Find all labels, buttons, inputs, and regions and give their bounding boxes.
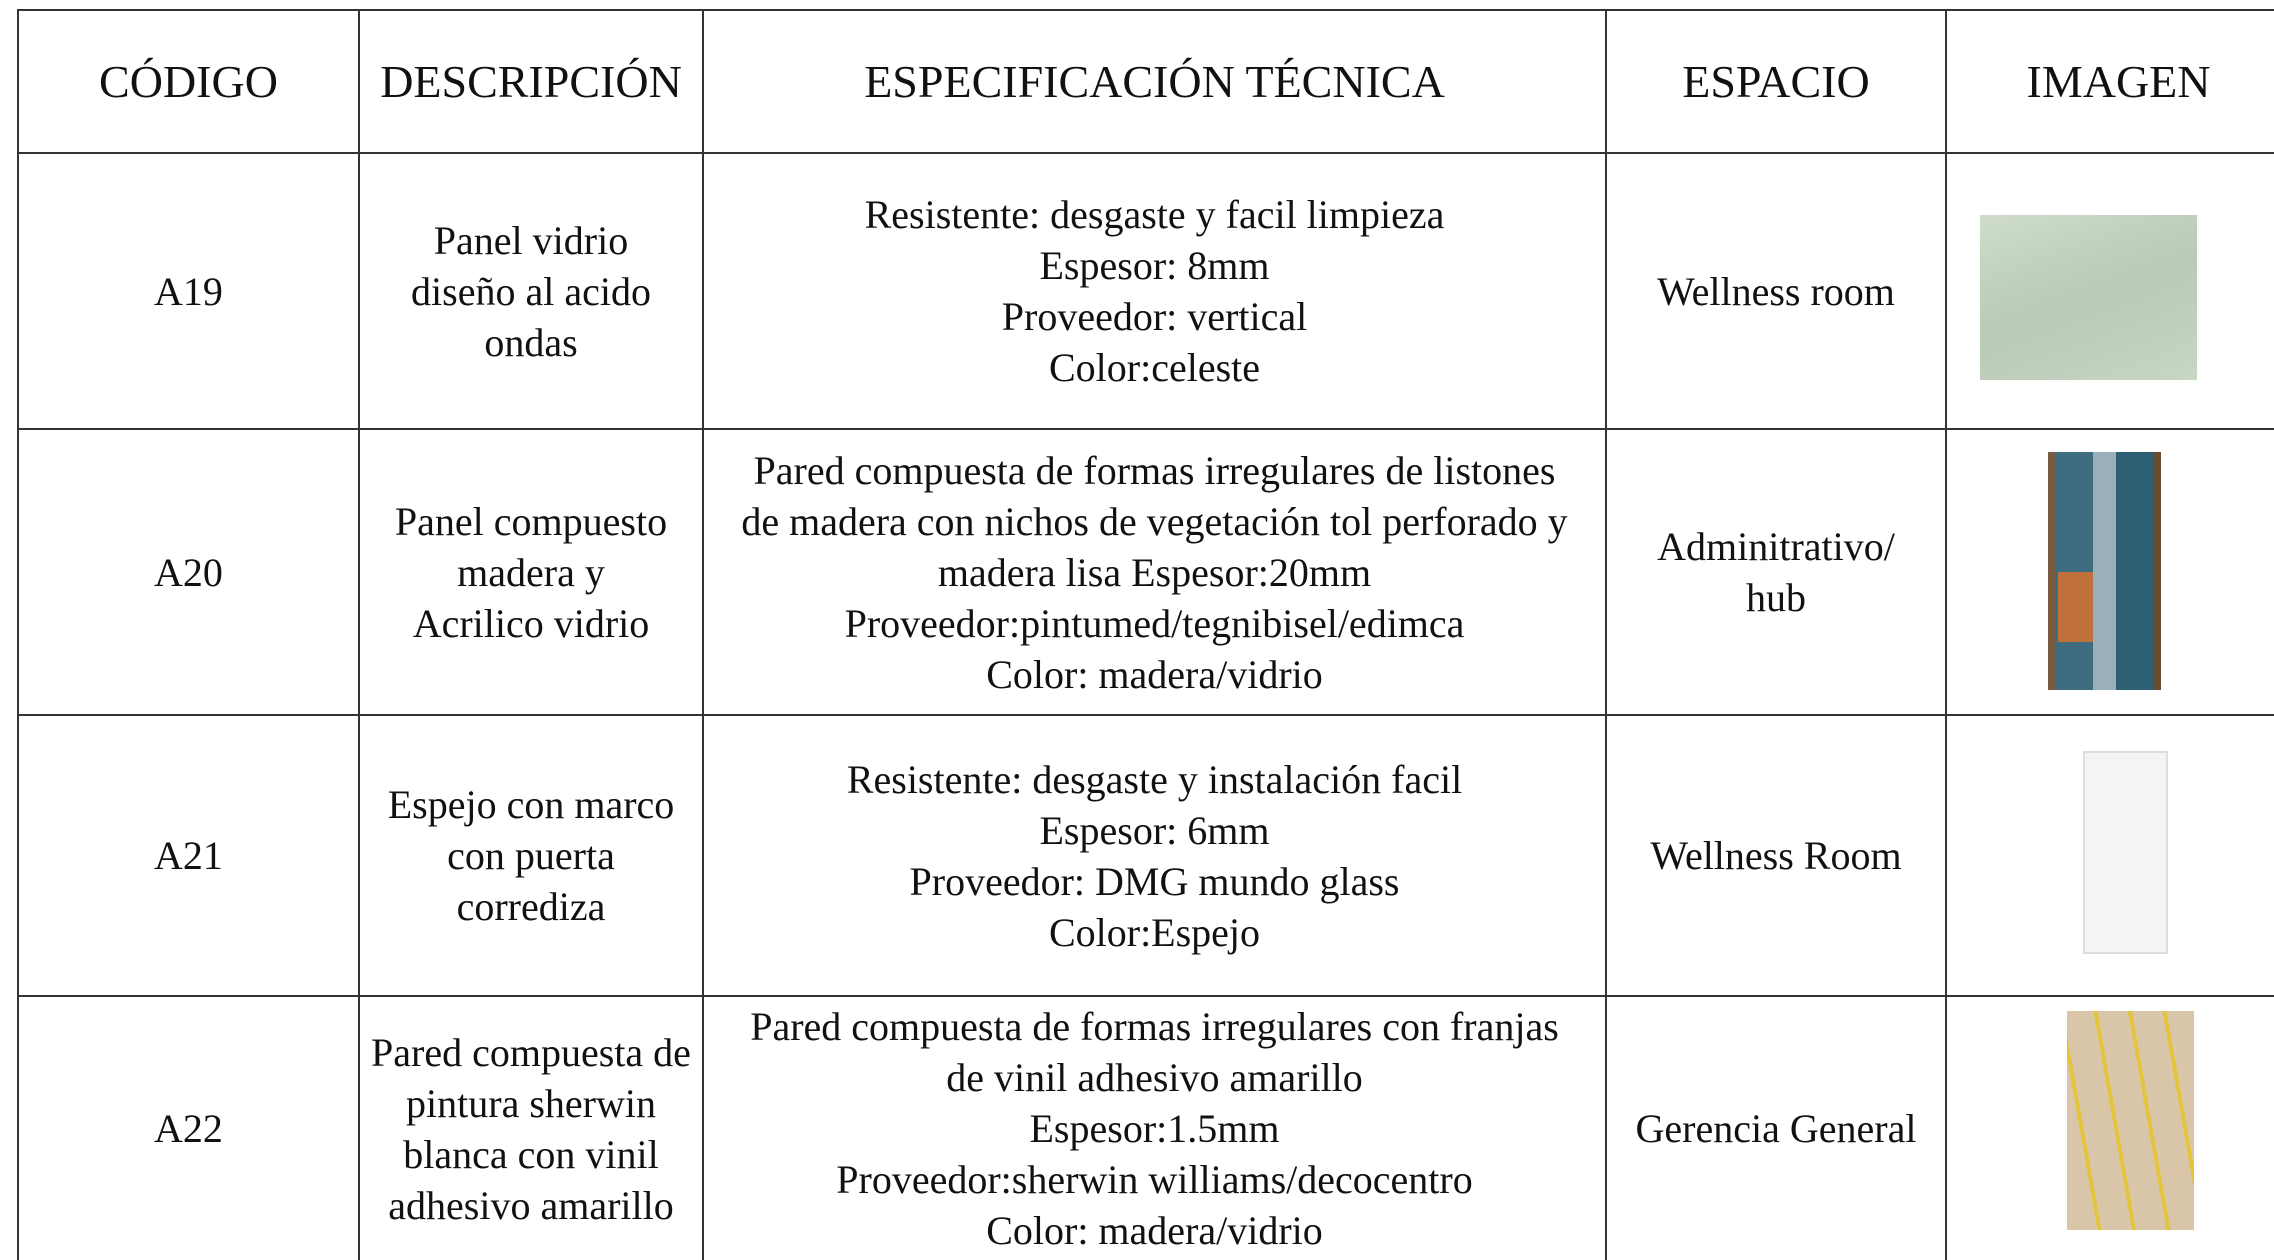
space-line: Wellness Room [1650, 833, 1902, 878]
description-line: Pared compuesta de [371, 1029, 691, 1075]
spec-line: Proveedor: vertical [1001, 294, 1308, 339]
spec-line: madera lisa Espesor:20mm [937, 549, 1372, 595]
description-line: madera y [457, 549, 605, 595]
description-line: corrediza [456, 884, 606, 929]
table-cell [1945, 428, 2274, 714]
column-header: DESCRIPCIÓN [380, 56, 682, 107]
description-line: pintura sherwin [406, 1080, 656, 1126]
table-cell: Wellness Room [1605, 714, 1945, 995]
glass-panel-image [1980, 215, 2197, 380]
space-line: hub [1746, 575, 1806, 620]
description-line: blanca con vinil [403, 1131, 659, 1177]
table-cell: Wellness room [1605, 152, 1945, 428]
space-line: Wellness room [1657, 268, 1895, 314]
description-line: con puerta [447, 833, 615, 878]
spec-line: Espesor:1.5mm [1029, 1106, 1280, 1151]
header-cell: CÓDIGO [17, 9, 358, 152]
spec-line: Color:Espejo [1048, 909, 1261, 955]
table-cell [1945, 714, 2274, 995]
header-cell: IMAGEN [1945, 9, 2274, 152]
spec-line: Resistente: desgaste y facil limpieza [864, 192, 1445, 237]
spec-line: Espesor: 6mm [1039, 807, 1270, 853]
spec-line: de madera con nichos de vegetación tol p… [741, 498, 1568, 544]
description-line: Espejo con marco [387, 782, 675, 827]
table-cell: Espejo con marco con puerta corrediza [358, 714, 702, 995]
yellow-stripe-wall-image [2067, 1011, 2194, 1230]
spec-line: Espesor: 8mm [1039, 243, 1270, 288]
table-cell: Resistente: desgaste y facil limpieza Esp… [702, 152, 1605, 428]
table-cell: Resistente: desgaste y instalación facil… [702, 714, 1605, 995]
code: A20 [154, 549, 223, 595]
spec-line: Pared compuesta de formas irregulares de… [753, 447, 1556, 493]
header-cell: ESPECIFICACIÓN TÉCNICA [702, 9, 1605, 152]
spec-line: Color:celeste [1048, 345, 1261, 390]
space-line: Adminitrativo/ [1657, 524, 1895, 569]
header-cell: ESPACIO [1605, 9, 1945, 152]
table-cell: Pared compuesta de formas irregulares co… [702, 995, 1605, 1260]
table-cell: A19 [17, 152, 358, 428]
description-line: Panel vidrio [433, 217, 629, 263]
column-header: CÓDIGO [99, 56, 278, 107]
header-cell: DESCRIPCIÓN [358, 9, 702, 152]
spec-line: de vinil adhesivo amarillo [946, 1055, 1363, 1100]
table-cell: Pared compuesta de pintura sherwin blanca … [358, 995, 702, 1260]
table-cell: Pared compuesta de formas irregulares de… [702, 428, 1605, 714]
table-cell [1945, 995, 2274, 1260]
description-line: adhesivo amarillo [388, 1182, 674, 1228]
table-cell: A20 [17, 428, 358, 714]
space-line: Gerencia General [1635, 1106, 1917, 1151]
spec-line: Color: madera/vidrio [986, 1208, 1323, 1253]
code: A19 [154, 268, 223, 314]
description-line: diseño al acido [411, 268, 651, 314]
table-cell: A22 [17, 995, 358, 1260]
spec-line: Pared compuesta de formas irregulares co… [750, 1004, 1559, 1049]
table-cell: Adminitrativo/hub [1605, 428, 1945, 714]
description-line: ondas [484, 319, 578, 365]
code: A22 [154, 1106, 223, 1151]
code: A21 [154, 833, 223, 878]
table-cell: Gerencia General [1605, 995, 1945, 1260]
table-cell: Panel vidrio diseño al acido ondas [358, 152, 702, 428]
table-cell: Panel compuesto madera y Acrilico vidrio [358, 428, 702, 714]
column-header: ESPECIFICACIÓN TÉCNICA [864, 56, 1445, 107]
table-cell [1945, 152, 2274, 428]
description-line: Acrilico vidrio [412, 600, 650, 646]
column-header: IMAGEN [2026, 56, 2211, 107]
spec-line: Proveedor:pintumed/tegnibisel/edimca [844, 600, 1465, 646]
column-header: ESPACIO [1682, 56, 1870, 107]
mirror-image [2083, 751, 2168, 954]
table-cell: A21 [17, 714, 358, 995]
description-line: Panel compuesto [394, 498, 668, 544]
spec-line: Resistente: desgaste y instalación facil [846, 756, 1463, 802]
wood-panel-image [2048, 452, 2161, 690]
spec-line: Proveedor: DMG mundo glass [909, 858, 1400, 904]
spec-line: Color: madera/vidrio [986, 651, 1323, 697]
spec-line: Proveedor:sherwin williams/decocentro [836, 1157, 1473, 1202]
